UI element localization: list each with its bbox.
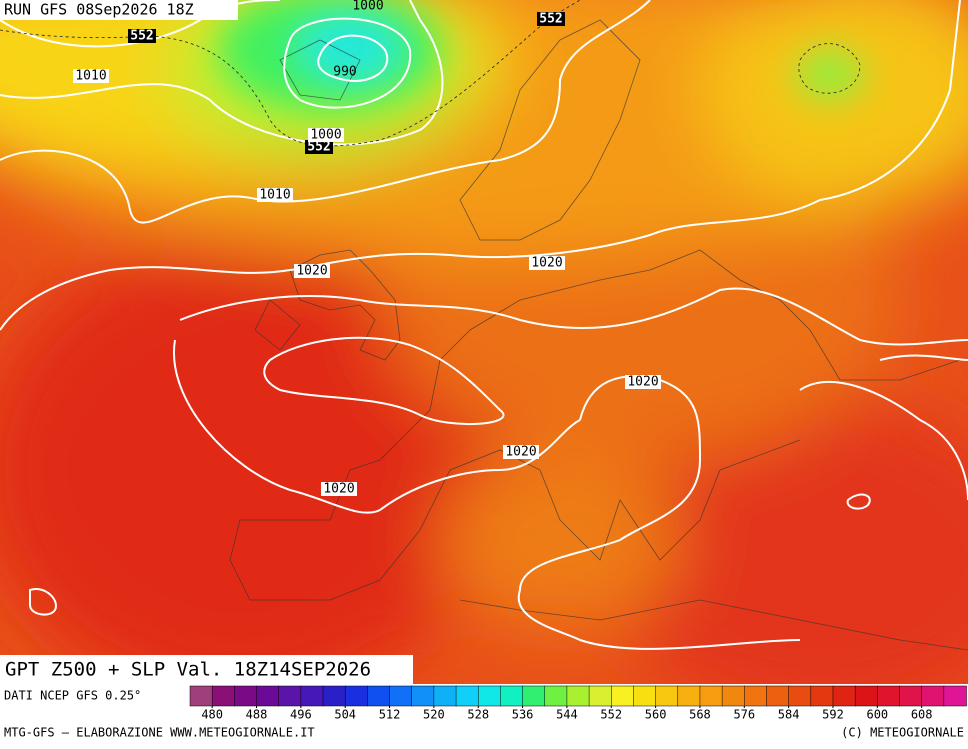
label-box: [529, 256, 565, 270]
footer-right: (C) METEOGIORNALE: [841, 726, 964, 740]
contour-label: 1000: [352, 0, 383, 14]
label-box: [294, 264, 330, 278]
colorbar-swatch: [211, 685, 236, 707]
contour-label: 1000: [310, 128, 341, 143]
colorbar-tick-label: 528: [467, 708, 489, 722]
contour-label: 1010: [75, 69, 106, 84]
colorbar-tick-label: 608: [911, 708, 933, 722]
colorbar-tick-label: 584: [778, 708, 800, 722]
colorbar-tick-label: 592: [822, 708, 844, 722]
map-field: [0, 0, 968, 684]
colorbar-swatch: [655, 685, 679, 707]
colorbar-swatch: [744, 685, 768, 707]
colorbar-tick-label: 568: [689, 708, 711, 722]
colorbar-swatch: [300, 685, 324, 707]
colorbar-swatch: [500, 685, 524, 707]
colorbar-swatch: [832, 685, 856, 707]
colorbar-tick-label: 496: [290, 708, 312, 722]
colorbar-tick-label: 600: [866, 708, 888, 722]
colorbar-swatch: [788, 685, 812, 707]
colorbar-swatch: [721, 685, 746, 707]
colorbar-swatch: [588, 685, 613, 707]
colorbar-swatch: [522, 685, 546, 707]
footer-left: MTG-GFS — ELABORAZIONE WWW.METEOGIORNALE…: [4, 726, 315, 740]
colorbar-swatch: [389, 685, 413, 707]
contour-label: 552: [307, 140, 330, 155]
colorbar-swatch: [566, 685, 590, 707]
label-box: [257, 188, 293, 202]
colorbar-tick-label: 520: [423, 708, 445, 722]
colorbar-swatch: [810, 685, 834, 707]
coastlines: [229, 19, 968, 651]
title-box: [0, 655, 413, 684]
label-box: [625, 375, 661, 389]
colorbar-tick-label: 576: [733, 708, 755, 722]
colorbar-swatch: [278, 685, 302, 707]
colorbar-swatch: [877, 685, 901, 707]
colorbar-swatch: [921, 685, 945, 707]
colorbar-swatch: [633, 685, 657, 707]
colorbar-swatch: [367, 685, 391, 707]
colorbar-swatch: [344, 685, 369, 707]
contour-label: 990: [333, 65, 356, 80]
colorbar-tick-label: 544: [556, 708, 578, 722]
colorbar-swatch: [699, 685, 723, 707]
label-box: [537, 12, 565, 26]
colorbar-swatch: [455, 685, 479, 707]
colorbar-tick-label: 560: [645, 708, 667, 722]
colorbar-swatch: [854, 685, 879, 707]
colorbar-swatch: [433, 685, 457, 707]
colorbar-swatch: [411, 685, 435, 707]
colorbar-swatch: [544, 685, 568, 707]
label-box: [308, 128, 344, 142]
label-box: [503, 445, 539, 459]
colorbar-swatch: [234, 685, 258, 707]
colorbar-tick-label: 512: [379, 708, 401, 722]
contour-label: 1020: [531, 256, 562, 271]
colorbar-swatch: [477, 685, 502, 707]
contour-label: 1020: [627, 375, 658, 390]
colorbar-swatch: [943, 685, 967, 707]
colorbar-tick-label: 552: [600, 708, 622, 722]
contour-label: 1020: [296, 264, 327, 279]
colorbar-swatch: [766, 685, 790, 707]
colorbar-tick-label: 536: [512, 708, 534, 722]
colorbar-tick-label: 488: [246, 708, 268, 722]
colorbar-swatch: [677, 685, 701, 707]
map-title: GPT Z500 + SLP Val. 18Z14SEP2026: [5, 659, 371, 681]
contour-label: 1020: [323, 482, 354, 497]
header-box: [0, 0, 238, 20]
slp-contours: [0, 0, 968, 650]
label-box: [321, 482, 357, 496]
colorbar-caption: DATI NCEP GFS 0.25°: [4, 689, 141, 703]
colorbar-tick-label: 504: [334, 708, 356, 722]
label-box: [305, 140, 333, 154]
contour-label: 1010: [259, 188, 290, 203]
colorbar-swatch: [611, 685, 635, 707]
label-box: [128, 29, 156, 43]
z500-contours: [0, 0, 861, 147]
colorbar: 480 488 496 504 512 520 528 536 544 552 560 568 576 5…: [189, 685, 967, 722]
run-info: RUN GFS 08Sep2026 18Z: [4, 1, 194, 19]
contour-label: 1020: [505, 445, 536, 460]
colorbar-swatch: [189, 685, 213, 707]
colorbar-tick-label: 480: [201, 708, 223, 722]
colorbar-swatch: [899, 685, 923, 707]
contour-label: 552: [539, 12, 562, 27]
colorbar-swatch: [256, 685, 280, 707]
contour-label: 552: [130, 29, 153, 44]
label-box: [73, 69, 109, 83]
colorbar-swatch: [322, 685, 346, 707]
